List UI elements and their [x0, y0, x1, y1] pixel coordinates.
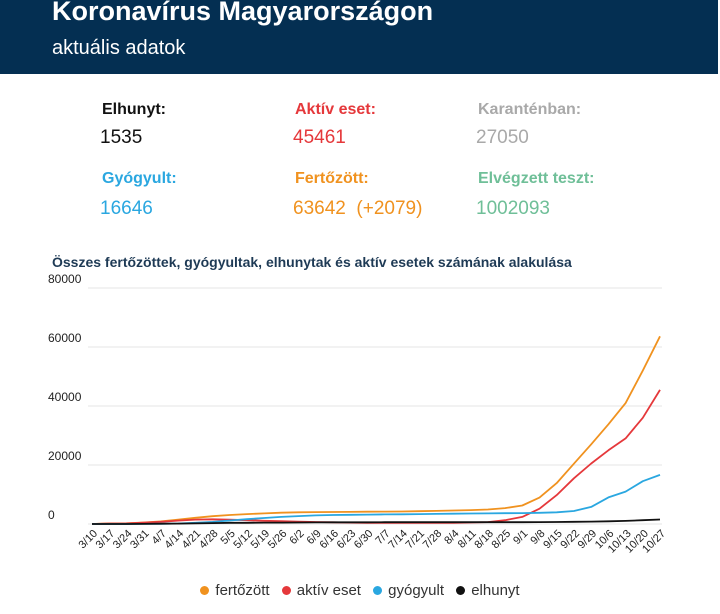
y-tick-label: 60000 — [48, 331, 82, 345]
x-tick-label: 5/26 — [266, 528, 290, 552]
series-line-gyógyult — [92, 474, 661, 525]
line-chart: 8000060000400002000003/103/173/243/314/7… — [48, 272, 668, 556]
y-tick-label: 20000 — [48, 449, 82, 463]
legend-marker — [373, 585, 383, 595]
x-tick-label: 6/2 — [287, 528, 306, 547]
stat-label-elhunyt: Elhunyt: — [102, 101, 166, 118]
x-tick-label: 4/28 — [197, 528, 221, 552]
legend-label: fertőzött — [215, 582, 270, 599]
stat-value-fertozott: 63642 (+2079) — [293, 198, 423, 219]
legend-label: gyógyult — [388, 582, 445, 599]
stat-label-gyogyult: Gyógyult: — [102, 170, 177, 187]
legend-item-aktiv-eset[interactable]: aktív eset — [281, 582, 361, 599]
series-line-aktív eset — [91, 389, 661, 525]
y-tick-label: 40000 — [48, 390, 82, 404]
legend-item-elhunyt[interactable]: elhunyt — [456, 582, 520, 599]
y-tick-label: 80000 — [48, 272, 82, 286]
y-tick-label: 0 — [48, 508, 55, 522]
stat-label-fertozott: Fertőzött: — [295, 170, 369, 187]
x-tick-label: 3/31 — [128, 528, 152, 552]
stat-label-aktiv-eset: Aktív eset: — [295, 101, 376, 118]
x-tick-label: 9/1 — [511, 528, 530, 547]
stat-value-karantenban: 27050 — [476, 127, 529, 148]
stat-value-elhunyt: 1535 — [100, 127, 143, 148]
x-tick-label: 8/25 — [490, 528, 514, 552]
legend-label: elhunyt — [471, 582, 520, 599]
stat-value-gyogyult: 16646 — [100, 198, 153, 219]
legend-label: aktív eset — [296, 582, 361, 599]
stat-value-aktiv-eset: 45461 — [293, 127, 346, 148]
chart-legend: fertőzött aktív eset gyógyult elhunyt — [0, 582, 720, 599]
x-tick-label: 6/30 — [352, 528, 376, 552]
series-line-elhunyt — [92, 518, 661, 525]
legend-marker — [200, 585, 210, 595]
chart-title: Összes fertőzöttek, gyógyultak, elhunyta… — [52, 254, 572, 270]
legend-marker — [456, 585, 466, 595]
stat-value-elvegzett-teszt: 1002093 — [476, 198, 550, 219]
page-title: Koronavírus Magyarországon — [52, 0, 434, 26]
legend-marker — [281, 585, 291, 595]
legend-item-gyogyult[interactable]: gyógyult — [373, 582, 444, 599]
page-subtitle: aktuális adatok — [52, 37, 186, 59]
header: Koronavírus Magyarországon aktuális adat… — [0, 0, 718, 74]
x-tick-label: 7/28 — [421, 528, 445, 552]
legend-item-fertozott[interactable]: fertőzött — [200, 582, 270, 599]
series-line-fertőzött — [91, 335, 661, 525]
stat-label-elvegzett-teszt: Elvégzett teszt: — [478, 170, 595, 187]
stat-label-karantenban: Karanténban: — [478, 101, 582, 118]
